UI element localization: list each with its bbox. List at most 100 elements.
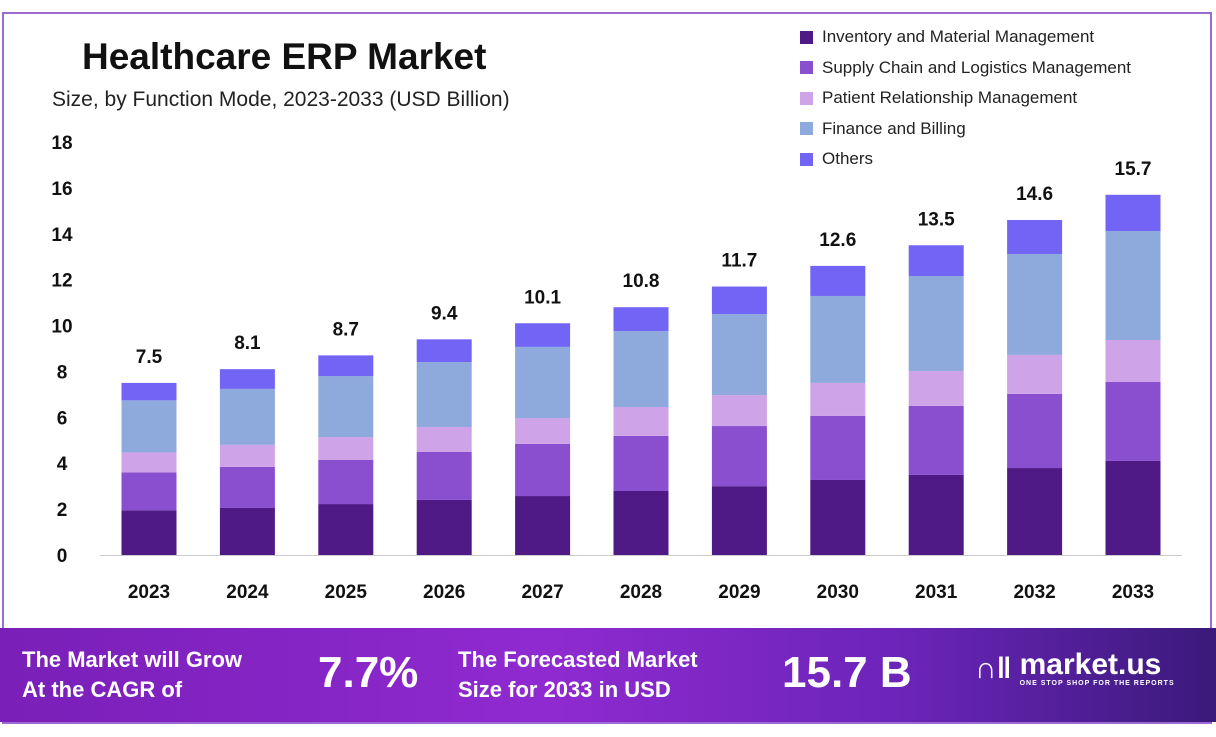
legend-item: Inventory and Material Management xyxy=(800,22,1131,53)
bar-segment xyxy=(416,426,472,452)
bar-total-label: 13.5 xyxy=(918,209,955,230)
legend-label: Patient Relationship Management xyxy=(822,88,1078,108)
legend-swatch xyxy=(800,61,813,75)
bar-segment xyxy=(121,510,177,555)
stacked-bar-chart: 0 2 4 6 8 10 12 14 16 18 7.5 2023 8.1 2024 8.7 2025 9.4 2… xyxy=(51,133,1182,603)
x-tick-label: 2029 xyxy=(718,582,760,603)
bar-segment xyxy=(908,275,964,371)
bar-total-label: 10.1 xyxy=(524,287,561,308)
bar-segment xyxy=(416,499,472,555)
bar-segment xyxy=(318,504,374,555)
bar-segment xyxy=(711,486,767,555)
legend-label: Others xyxy=(822,149,874,169)
x-tick-label: 2026 xyxy=(423,582,465,603)
forecast-label-line2: Size for 2033 in USD xyxy=(458,677,671,702)
x-tick-label: 2027 xyxy=(521,582,563,603)
y-tick-label: 18 xyxy=(51,133,72,154)
bar-segment xyxy=(1007,220,1063,254)
legend-swatch xyxy=(800,30,813,44)
bar-segment xyxy=(908,474,964,555)
bar-total-label: 12.6 xyxy=(819,230,856,251)
cagr-label-line1: The Market will Grow xyxy=(22,647,243,672)
bar-segment xyxy=(219,466,275,508)
bar-segment xyxy=(908,245,964,276)
y-tick-label: 2 xyxy=(57,500,68,521)
bar-segment xyxy=(515,346,571,419)
bar-segment xyxy=(318,437,374,461)
bar-total-label: 11.7 xyxy=(721,251,757,272)
bar-total-label: 9.4 xyxy=(431,303,458,324)
bar-segment xyxy=(711,426,767,487)
forecast-value: 15.7 B xyxy=(782,648,912,697)
bar-segment xyxy=(711,395,767,427)
y-tick-label: 16 xyxy=(51,179,72,200)
y-tick-label: 12 xyxy=(51,271,72,292)
bar-segment xyxy=(515,496,571,555)
legend: Inventory and Material Management Supply … xyxy=(800,22,1131,175)
bar-segment xyxy=(613,331,669,408)
legend-item: Finance and Billing xyxy=(800,114,1131,145)
legend-label: Finance and Billing xyxy=(822,118,966,138)
bar-segment xyxy=(1007,468,1063,555)
bar-segment xyxy=(219,507,275,555)
legend-swatch xyxy=(800,122,813,136)
y-tick-label: 10 xyxy=(51,317,72,338)
x-tick-label: 2033 xyxy=(1112,582,1154,603)
logo-tagline: ONE STOP SHOP FOR THE REPORTS xyxy=(1019,680,1175,687)
cagr-value: 7.7% xyxy=(318,648,419,697)
bar-segment xyxy=(908,370,964,406)
bar-segment xyxy=(613,435,669,491)
bar-segment xyxy=(219,369,275,389)
bar-segment xyxy=(613,407,669,436)
x-tick-label: 2030 xyxy=(817,582,859,603)
footer-banner: The Market will Grow At the CAGR of 7.7%… xyxy=(0,628,1216,722)
bar-total-label: 15.7 xyxy=(1115,159,1152,180)
bar-segment xyxy=(1105,381,1161,461)
bar-segment xyxy=(416,362,472,427)
bar-segment xyxy=(121,472,177,511)
cagr-label-line2: At the CAGR of xyxy=(22,677,183,702)
bar-segment xyxy=(1007,393,1063,469)
bar-segment xyxy=(1007,354,1063,394)
x-tick-label: 2031 xyxy=(915,582,958,603)
x-tick-label: 2032 xyxy=(1013,582,1055,603)
x-tick-label: 2025 xyxy=(325,582,368,603)
logo-name: market.us xyxy=(1019,648,1162,681)
bar-segment xyxy=(810,265,866,296)
bar-segment xyxy=(908,405,964,475)
bar-segment xyxy=(515,443,571,497)
bar-total-label: 10.8 xyxy=(623,271,660,292)
bar-segment xyxy=(318,376,374,438)
bar-segment xyxy=(1007,253,1063,355)
bar-total-label: 8.1 xyxy=(234,333,261,354)
bar-segment xyxy=(121,400,177,453)
y-tick-label: 6 xyxy=(57,408,68,429)
market-us-logo: ∩‖ market.us ONE STOP SHOP FOR THE REPOR… xyxy=(975,648,1175,688)
chart-title: Healthcare ERP Market xyxy=(82,36,487,77)
bar-segment xyxy=(810,295,866,383)
bar-segment xyxy=(613,307,669,332)
bar-segment xyxy=(711,314,767,396)
bar-segment xyxy=(1105,231,1161,341)
legend-label: Inventory and Material Management xyxy=(822,27,1095,47)
logo-mark-icon: ∩‖ xyxy=(975,651,1012,685)
bar-segment xyxy=(810,382,866,416)
bar-total-label: 7.5 xyxy=(136,347,163,368)
legend-item: Others xyxy=(800,144,1131,175)
forecast-label-line1: The Forecasted Market xyxy=(458,647,698,672)
legend-swatch xyxy=(800,152,813,166)
legend-item: Patient Relationship Management xyxy=(800,83,1131,114)
bar-segment xyxy=(416,451,472,500)
bar-segment xyxy=(121,382,177,401)
bar-segment xyxy=(613,490,669,555)
chart-frame xyxy=(2,12,1212,724)
legend-item: Supply Chain and Logistics Management xyxy=(800,53,1131,84)
bar-segment xyxy=(711,286,767,315)
bar-segment xyxy=(219,388,275,445)
bar-total-label: 8.7 xyxy=(333,319,359,340)
bar-segment xyxy=(416,339,472,363)
bar-segment xyxy=(1105,340,1161,382)
y-tick-label: 8 xyxy=(57,362,68,383)
bar-segment xyxy=(1105,194,1161,232)
x-tick-label: 2024 xyxy=(226,582,269,603)
